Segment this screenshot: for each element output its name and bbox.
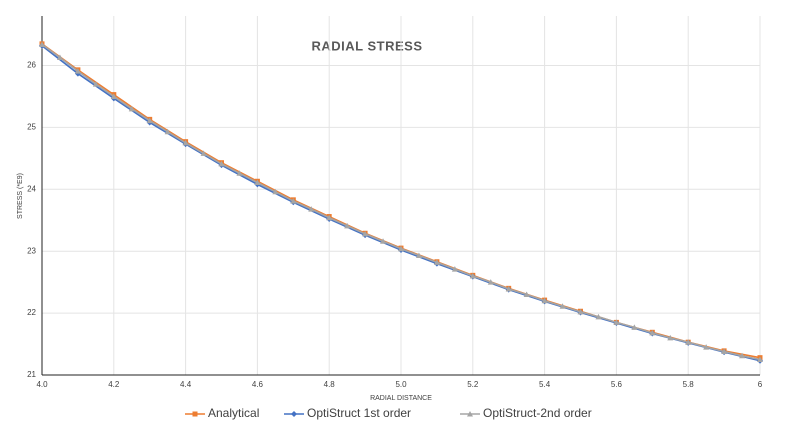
point	[721, 348, 728, 354]
x-tick-label: 4.4	[180, 380, 192, 389]
x-tick-label: 5.2	[467, 380, 479, 389]
point	[146, 117, 153, 124]
point	[110, 93, 117, 99]
point	[487, 279, 494, 285]
x-tick-label: 4.8	[324, 380, 336, 389]
legend-marker	[192, 411, 198, 417]
point	[523, 291, 530, 298]
point	[559, 303, 566, 309]
legend-marker	[467, 411, 473, 417]
chart-title: RADIAL STRESS	[312, 38, 423, 53]
x-tick-label: 5.6	[611, 380, 623, 389]
point	[362, 230, 369, 237]
point	[451, 266, 458, 272]
y-tick-label: 24	[27, 184, 36, 193]
point	[631, 324, 638, 330]
point	[415, 252, 422, 259]
point	[739, 352, 746, 359]
point	[469, 272, 476, 279]
point	[595, 313, 602, 320]
point	[505, 285, 512, 292]
point	[128, 105, 135, 112]
point	[92, 81, 99, 87]
point	[667, 334, 674, 341]
point	[254, 179, 261, 186]
x-tick-label: 5.0	[395, 380, 407, 389]
point	[541, 297, 548, 304]
x-tick-label: 4.2	[108, 380, 120, 389]
x-tick-label: 5.4	[539, 380, 551, 389]
point	[326, 214, 333, 221]
x-tick-label: 4.0	[36, 380, 48, 389]
point	[272, 188, 279, 195]
y-axis-label: STRESS (*E9)	[17, 173, 24, 219]
point	[56, 54, 63, 60]
point	[218, 160, 225, 167]
point	[757, 356, 763, 363]
point	[74, 68, 81, 74]
legend-label: OptiStruct 1st order	[307, 406, 411, 420]
point	[308, 206, 315, 212]
point	[200, 150, 207, 156]
point	[398, 245, 404, 252]
legend-label: Analytical	[208, 406, 259, 420]
x-tick-label: 4.6	[252, 380, 264, 389]
y-tick-label: 23	[27, 246, 36, 255]
point	[703, 344, 710, 350]
point	[613, 319, 620, 325]
point	[164, 128, 171, 135]
y-tick-label: 26	[27, 61, 36, 70]
y-tick-label: 21	[27, 370, 36, 379]
y-tick-label: 25	[27, 123, 36, 132]
point	[685, 339, 692, 345]
point	[380, 238, 387, 244]
point	[236, 170, 243, 176]
legend-label: OptiStruct-2nd order	[483, 406, 592, 420]
x-tick-label: 6	[758, 380, 763, 389]
point	[649, 329, 656, 336]
point	[577, 308, 584, 315]
point	[344, 222, 351, 229]
point	[433, 259, 440, 265]
point	[182, 139, 189, 146]
point	[39, 41, 45, 47]
point	[290, 198, 297, 204]
y-tick-label: 22	[27, 308, 36, 317]
x-tick-label: 5.8	[683, 380, 695, 389]
legend-marker	[291, 411, 297, 417]
x-axis-label: RADIAL DISTANCE	[370, 395, 432, 402]
